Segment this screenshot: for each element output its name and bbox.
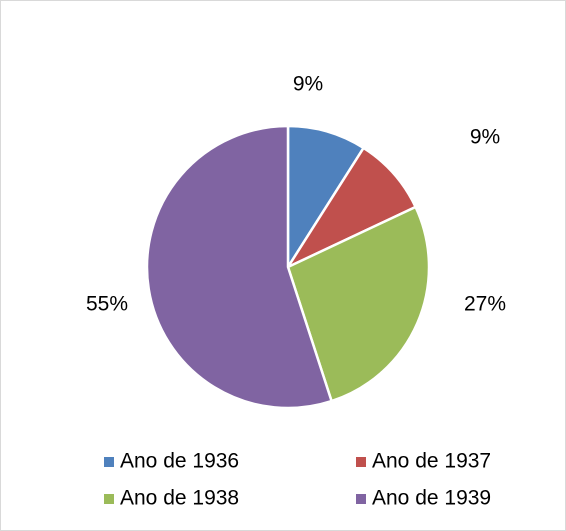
data-label: 55%: [86, 293, 128, 316]
legend-marker: [104, 494, 114, 504]
legend-label: Ano de 1938: [120, 487, 239, 510]
pie-slice: [284, 146, 418, 270]
pie-slice: [286, 205, 431, 403]
pie-slice: [286, 124, 366, 272]
data-label: 27%: [464, 293, 506, 316]
legend-marker: [104, 457, 114, 467]
data-label: 9%: [293, 73, 323, 96]
legend-marker: [356, 457, 366, 467]
pie-slice: [145, 124, 334, 410]
legend-label: Ano de 1939: [372, 487, 491, 510]
legend-label: Ano de 1937: [372, 450, 491, 473]
legend-label: Ano de 1936: [120, 450, 239, 473]
data-label: 9%: [470, 126, 500, 149]
legend-marker: [356, 494, 366, 504]
